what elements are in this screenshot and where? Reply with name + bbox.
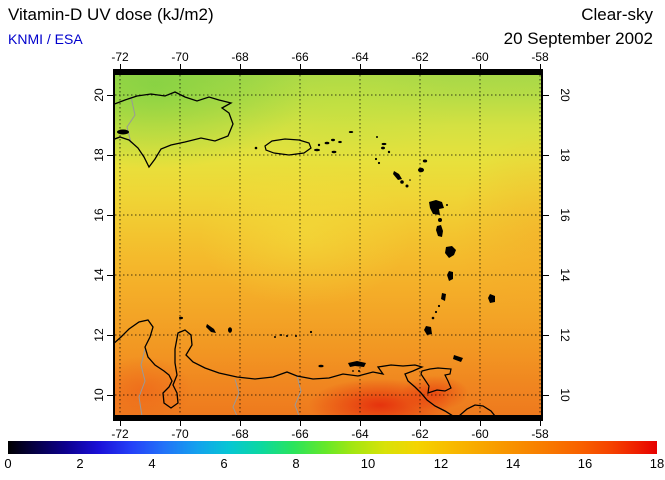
lon-tick-label: -64	[351, 50, 369, 64]
lon-tick-label: -70	[171, 427, 189, 441]
knmi-esa-link[interactable]: KNMI / ESA	[8, 31, 83, 47]
tick-mark	[120, 64, 121, 69]
lon-tick-label: -72	[111, 427, 129, 441]
tick-mark	[543, 275, 549, 276]
colorbar-tick-label: 8	[292, 456, 300, 471]
tick-mark	[543, 95, 549, 96]
lon-tick-label: -72	[111, 50, 129, 64]
tick-mark	[107, 275, 113, 276]
map-canvas	[115, 75, 541, 415]
tick-mark	[360, 421, 361, 426]
lon-tick-label: -66	[291, 427, 309, 441]
lat-tick-label: 18	[558, 148, 572, 162]
tick-mark	[420, 421, 421, 426]
country-borders	[126, 96, 302, 415]
lat-tick-label: 10	[558, 388, 572, 402]
tick-mark	[543, 335, 549, 336]
tick-mark	[180, 421, 181, 426]
tick-mark	[300, 421, 301, 426]
hispaniola-coastline	[115, 91, 234, 169]
lon-tick-label: -60	[471, 50, 489, 64]
coastlines-svg	[115, 75, 541, 415]
virgin-islands	[254, 131, 354, 154]
tick-mark	[107, 335, 113, 336]
lon-tick-label: -68	[231, 427, 249, 441]
lon-tick-label: -62	[411, 427, 429, 441]
trinidad-coastline	[420, 367, 452, 394]
lat-tick-label: 20	[92, 88, 106, 102]
tick-mark	[543, 395, 549, 396]
tick-mark	[540, 64, 541, 69]
tick-mark	[360, 64, 361, 69]
lon-tick-label: -62	[411, 50, 429, 64]
lat-tick-label: 18	[92, 148, 106, 162]
sky-condition-label: Clear-sky	[581, 5, 653, 24]
lon-tick-label: -68	[231, 50, 249, 64]
lon-tick-label: -58	[531, 427, 549, 441]
graticule-grid	[115, 75, 541, 415]
venezuela-offshore-islands	[179, 316, 366, 372]
tick-mark	[300, 64, 301, 69]
tick-mark	[480, 421, 481, 426]
colorbar-tick-label: 18	[649, 456, 665, 471]
colorbar-tick-label: 16	[577, 456, 593, 471]
lon-tick-label: -66	[291, 50, 309, 64]
tick-mark	[180, 64, 181, 69]
south-america-coastline	[115, 319, 496, 415]
tick-mark	[240, 64, 241, 69]
lat-tick-label: 12	[92, 328, 106, 342]
lat-tick-label: 14	[558, 268, 572, 282]
tick-mark	[540, 421, 541, 426]
tick-mark	[120, 421, 121, 426]
tick-mark	[107, 155, 113, 156]
colorbar-tick-label: 0	[4, 456, 12, 471]
colorbar-tick-label: 14	[505, 456, 521, 471]
colorbar-tick-label: 6	[220, 456, 228, 471]
lat-tick-label: 10	[92, 388, 106, 402]
lon-tick-label: -70	[171, 50, 189, 64]
colorbar-tick-label: 2	[76, 456, 84, 471]
lon-tick-label: -58	[531, 50, 549, 64]
lon-tick-label: -60	[471, 427, 489, 441]
lat-tick-label: 20	[558, 88, 572, 102]
tick-mark	[240, 421, 241, 426]
lon-tick-label: -64	[351, 427, 369, 441]
date-label: 20 September 2002	[503, 29, 653, 48]
tick-mark	[543, 215, 549, 216]
colorbar-tick-label: 10	[360, 456, 376, 471]
lesser-antilles-islands	[374, 136, 495, 362]
tick-mark	[480, 64, 481, 69]
lat-tick-label: 12	[558, 328, 572, 342]
tick-mark	[107, 95, 113, 96]
tick-mark	[420, 64, 421, 69]
lat-tick-label: 16	[92, 208, 106, 222]
lat-tick-label: 14	[92, 268, 106, 282]
tick-mark	[107, 395, 113, 396]
lat-tick-label: 16	[558, 208, 572, 222]
page-title: Vitamin-D UV dose (kJ/m2)	[8, 5, 214, 24]
tick-mark	[543, 155, 549, 156]
puerto-rico-coastline	[254, 131, 354, 156]
colorbar-tick-label: 12	[433, 456, 449, 471]
tick-mark	[107, 215, 113, 216]
colorbar-gradient	[8, 441, 657, 454]
colorbar-tick-label: 4	[148, 456, 156, 471]
